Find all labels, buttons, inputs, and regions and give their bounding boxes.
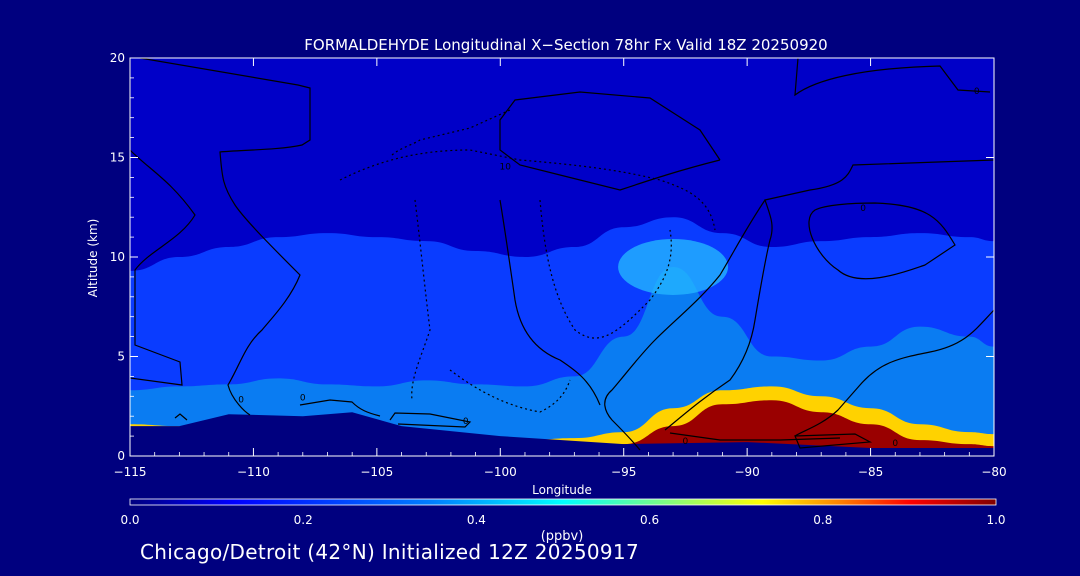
x-axis: −115 −110 −105 −100 −95 −90 −85 −80 <box>114 58 1007 479</box>
concentration-field <box>130 217 994 456</box>
contour-line <box>539 199 672 339</box>
y-axis-label: Altitude (km) <box>86 219 100 298</box>
contour-line <box>339 149 716 231</box>
terrain <box>130 412 994 456</box>
contour-line <box>669 432 841 441</box>
contour-lines <box>130 58 994 451</box>
x-tick-label: −85 <box>858 465 883 479</box>
contour-label: 10 <box>499 162 511 172</box>
colorbar-tick-label: 0.2 <box>294 513 313 527</box>
contour-label: 0 <box>860 204 866 214</box>
contour-labels: 0 0 0 0 0 0 0 10 <box>238 87 980 449</box>
contour-line <box>604 199 766 451</box>
contour-label: 0 <box>238 395 244 405</box>
x-axis-label: Longitude <box>532 483 592 497</box>
y-tick-label: 15 <box>110 151 125 165</box>
contour-line <box>391 109 511 156</box>
x-tick-label: −90 <box>734 465 759 479</box>
colorbar-tick-label: 0.6 <box>640 513 659 527</box>
contour-line <box>794 433 873 449</box>
terrain-mask <box>130 412 994 456</box>
contour-label: 0 <box>463 417 469 427</box>
y-tick-label: 10 <box>110 250 125 264</box>
colorbar-tick-label: 1.0 <box>986 513 1005 527</box>
contour-line <box>808 202 956 280</box>
field-plume <box>618 238 729 295</box>
contour-line <box>299 399 381 417</box>
x-tick-label: −105 <box>360 465 393 479</box>
colorbar-label: (ppbv) <box>541 529 584 544</box>
y-tick-label: 0 <box>117 449 125 463</box>
contour-line <box>794 58 991 97</box>
y-axis: 0 5 10 15 20 <box>110 51 994 463</box>
colorbar <box>129 498 997 506</box>
colorbar-tick-label: 0.8 <box>813 513 832 527</box>
contour-label: 0 <box>683 437 689 447</box>
contour-line <box>794 309 994 437</box>
contour-line <box>411 199 431 401</box>
contour-line <box>499 91 721 191</box>
field-band-max <box>130 400 994 456</box>
y-tick-label: 5 <box>117 350 125 364</box>
contour-label: 0 <box>892 439 898 449</box>
x-tick-label: −100 <box>484 465 517 479</box>
y-tick-label: 20 <box>110 51 125 65</box>
chart-title: FORMALDEHYDE Longitudinal X−Section 78hr… <box>304 36 827 54</box>
contour-line <box>139 58 311 416</box>
contour-label: 0 <box>300 393 306 403</box>
x-tick-label: −95 <box>611 465 636 479</box>
x-tick-label: −80 <box>981 465 1006 479</box>
contour-line <box>499 199 601 406</box>
contour-line <box>664 159 994 431</box>
contour-line <box>449 369 571 413</box>
contour-line <box>174 413 188 421</box>
colorbar-ticks: 0.0 0.2 0.4 0.6 0.8 1.0 <box>120 513 1005 527</box>
run-info-footer: Chicago/Detroit (42°N) Initialized 12Z 2… <box>140 540 639 564</box>
x-tick-label: −115 <box>114 465 147 479</box>
plot-area: 0 0 0 0 0 0 0 10 <box>130 58 994 456</box>
colorbar-tick-label: 0.4 <box>467 513 486 527</box>
contour-line <box>389 412 472 428</box>
x-tick-label: −110 <box>237 465 270 479</box>
contour-line <box>130 58 196 386</box>
contour-label: 0 <box>974 87 980 97</box>
colorbar-tick-label: 0.0 <box>120 513 139 527</box>
